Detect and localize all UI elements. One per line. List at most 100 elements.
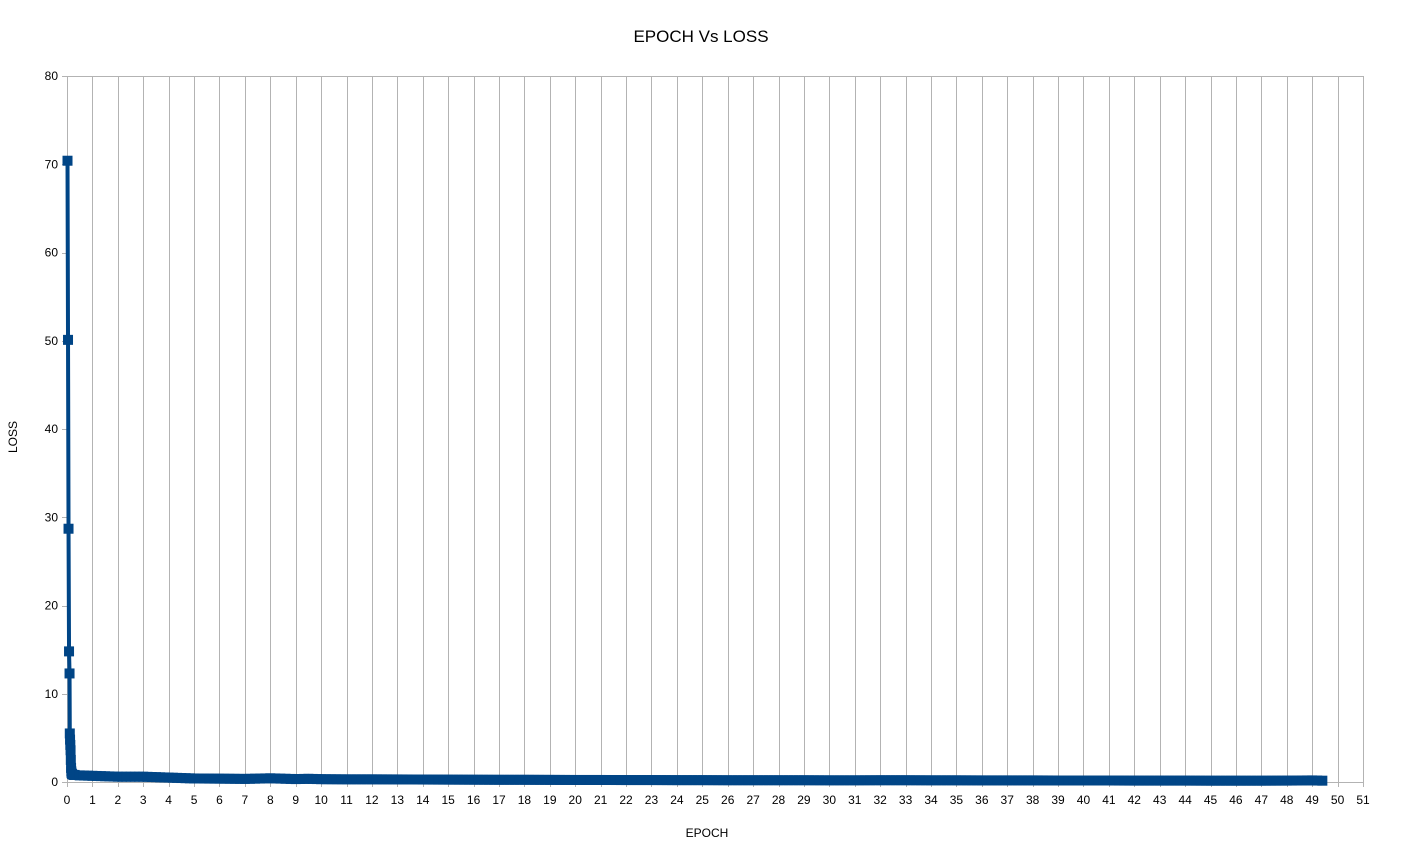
data-point xyxy=(285,773,296,784)
x-tick-label: 31 xyxy=(848,793,862,807)
data-point xyxy=(1297,775,1308,786)
data-point xyxy=(737,775,748,786)
data-point xyxy=(1154,775,1165,786)
data-point xyxy=(64,728,75,739)
data-point xyxy=(1058,775,1069,786)
data-point xyxy=(1149,775,1160,786)
x-tick-label: 27 xyxy=(746,793,760,807)
data-point xyxy=(936,775,947,786)
data-point xyxy=(844,775,855,786)
data-point xyxy=(1037,775,1048,786)
x-tick-label: 9 xyxy=(292,793,299,807)
x-tick-label: 44 xyxy=(1178,793,1192,807)
data-point xyxy=(1230,775,1241,786)
x-tick-label: 40 xyxy=(1077,793,1091,807)
data-point xyxy=(926,775,936,786)
data-point xyxy=(905,775,916,786)
data-point xyxy=(1047,775,1058,786)
x-tick-label: 25 xyxy=(696,793,710,807)
x-tick-label: 35 xyxy=(950,793,964,807)
data-point xyxy=(366,774,377,785)
x-tick-label: 17 xyxy=(492,793,506,807)
x-axis-label: EPOCH xyxy=(685,826,729,840)
data-point xyxy=(961,775,972,786)
data-point xyxy=(234,773,245,784)
x-tick-label: 42 xyxy=(1128,793,1142,807)
data-point xyxy=(1266,775,1277,786)
data-point xyxy=(65,734,76,745)
data-point xyxy=(748,775,759,786)
data-point xyxy=(931,775,942,786)
data-point xyxy=(834,775,845,786)
data-point xyxy=(1169,775,1180,786)
data-point xyxy=(1083,775,1094,786)
data-point xyxy=(920,775,931,786)
data-point xyxy=(1119,775,1130,786)
data-point xyxy=(83,770,94,781)
x-tick-label: 15 xyxy=(441,793,455,807)
data-point xyxy=(676,775,687,786)
data-point xyxy=(1261,775,1272,786)
data-point xyxy=(661,775,672,786)
x-tick-label: 36 xyxy=(975,793,989,807)
series xyxy=(62,155,1328,786)
data-point xyxy=(966,775,977,786)
data-point xyxy=(1007,775,1018,786)
data-point xyxy=(656,775,667,786)
data-point xyxy=(417,774,428,785)
data-point xyxy=(65,739,76,750)
data-point xyxy=(585,774,596,785)
data-point xyxy=(859,775,870,786)
data-point xyxy=(819,775,830,786)
data-point xyxy=(1190,775,1201,786)
data-point xyxy=(172,772,183,783)
data-point xyxy=(758,775,769,786)
data-point xyxy=(900,775,911,786)
x-tick-label: 1 xyxy=(89,793,96,807)
data-point xyxy=(488,774,499,785)
data-point xyxy=(159,772,170,783)
data-point xyxy=(1205,775,1216,786)
data-point xyxy=(717,775,728,786)
data-point xyxy=(753,775,764,786)
data-point xyxy=(224,773,235,784)
data-point xyxy=(626,775,637,786)
data-point xyxy=(951,775,962,786)
data-point xyxy=(1078,775,1089,786)
data-point xyxy=(458,774,469,785)
data-point xyxy=(997,775,1008,786)
y-tick-label: 80 xyxy=(45,69,59,83)
data-point xyxy=(849,775,860,786)
x-tick-label: 47 xyxy=(1255,793,1269,807)
data-point xyxy=(229,773,240,784)
data-point xyxy=(788,775,799,786)
grid-lines xyxy=(62,76,1364,787)
x-tick-label: 38 xyxy=(1026,793,1040,807)
data-point xyxy=(509,774,520,785)
data-point xyxy=(1068,775,1079,786)
data-point xyxy=(651,775,662,786)
x-tick-label: 21 xyxy=(594,793,608,807)
data-point xyxy=(1286,775,1297,786)
data-point xyxy=(372,774,383,785)
y-tick-label: 40 xyxy=(45,422,59,436)
data-point xyxy=(1271,775,1282,786)
data-point xyxy=(69,769,80,780)
x-tick-label: 30 xyxy=(823,793,837,807)
data-point xyxy=(265,773,276,784)
data-point xyxy=(244,773,255,784)
data-point xyxy=(1281,775,1292,786)
data-point xyxy=(631,775,642,786)
data-point xyxy=(1134,775,1145,786)
data-point xyxy=(499,774,510,785)
data-point xyxy=(875,775,886,786)
data-point xyxy=(956,775,967,786)
data-point xyxy=(1236,775,1247,786)
data-point xyxy=(382,774,393,785)
x-tick-label: 10 xyxy=(314,793,328,807)
y-tick-label: 20 xyxy=(45,599,59,613)
data-point xyxy=(534,774,545,785)
data-point xyxy=(1241,775,1252,786)
data-point xyxy=(732,775,743,786)
data-point xyxy=(387,774,398,785)
